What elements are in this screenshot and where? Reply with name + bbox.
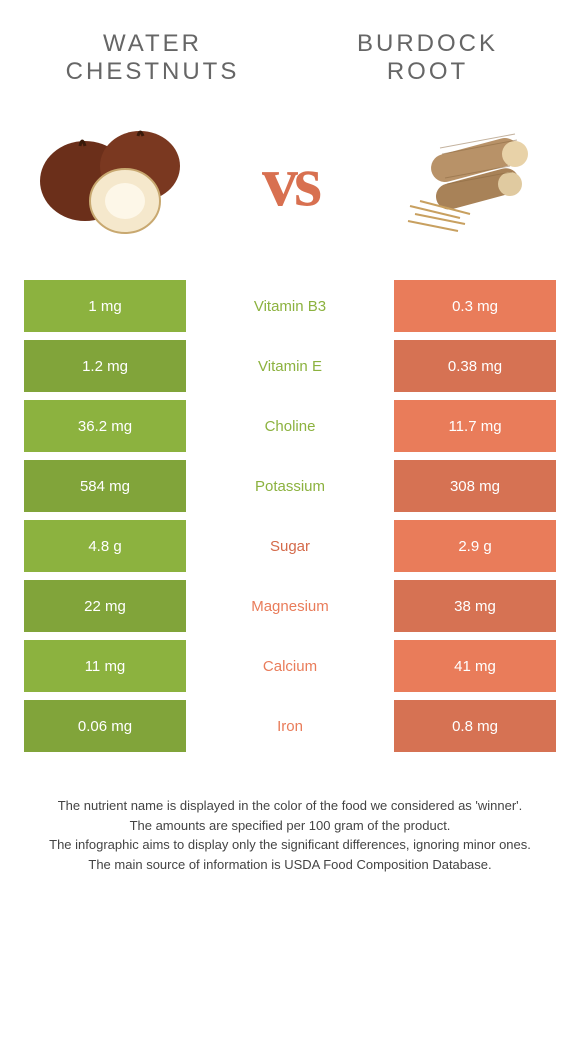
value-left: 0.06 mg	[20, 696, 190, 756]
nutrient-name: Sugar	[190, 516, 390, 576]
value-right: 0.38 mg	[390, 336, 560, 396]
header: WATER CHESTNUTS BURDOCK ROOT	[0, 0, 580, 96]
table-row: 0.06 mgIron0.8 mg	[20, 696, 560, 756]
footer-line: The infographic aims to display only the…	[30, 835, 550, 855]
value-left: 1.2 mg	[20, 336, 190, 396]
value-right: 308 mg	[390, 456, 560, 516]
title-left: WATER CHESTNUTS	[40, 30, 265, 86]
value-right: 41 mg	[390, 636, 560, 696]
nutrient-name: Choline	[190, 396, 390, 456]
nutrient-name: Iron	[190, 696, 390, 756]
value-right: 38 mg	[390, 576, 560, 636]
value-right: 11.7 mg	[390, 396, 560, 456]
footer-line: The main source of information is USDA F…	[30, 855, 550, 875]
value-left: 11 mg	[20, 636, 190, 696]
nutrient-name: Magnesium	[190, 576, 390, 636]
value-left: 584 mg	[20, 456, 190, 516]
table-row: 36.2 mgCholine11.7 mg	[20, 396, 560, 456]
value-left: 36.2 mg	[20, 396, 190, 456]
value-left: 4.8 g	[20, 516, 190, 576]
nutrient-name: Vitamin E	[190, 336, 390, 396]
value-left: 1 mg	[20, 276, 190, 336]
table-row: 11 mgCalcium41 mg	[20, 636, 560, 696]
nutrient-name: Vitamin B3	[190, 276, 390, 336]
value-right: 0.3 mg	[390, 276, 560, 336]
vs-label: vs	[262, 140, 318, 223]
value-left: 22 mg	[20, 576, 190, 636]
nutrient-name: Calcium	[190, 636, 390, 696]
footer-notes: The nutrient name is displayed in the co…	[0, 756, 580, 874]
burdock-root-image	[380, 106, 550, 246]
table-row: 1 mgVitamin B30.3 mg	[20, 276, 560, 336]
table-row: 584 mgPotassium308 mg	[20, 456, 560, 516]
nutrient-name: Potassium	[190, 456, 390, 516]
table-row: 1.2 mgVitamin E0.38 mg	[20, 336, 560, 396]
value-right: 2.9 g	[390, 516, 560, 576]
footer-line: The amounts are specified per 100 gram o…	[30, 816, 550, 836]
value-right: 0.8 mg	[390, 696, 560, 756]
title-right: BURDOCK ROOT	[315, 30, 540, 86]
table-row: 22 mgMagnesium38 mg	[20, 576, 560, 636]
table-row: 4.8 gSugar2.9 g	[20, 516, 560, 576]
comparison-table: 1 mgVitamin B30.3 mg1.2 mgVitamin E0.38 …	[20, 276, 560, 756]
footer-line: The nutrient name is displayed in the co…	[30, 796, 550, 816]
water-chestnut-image	[30, 106, 200, 246]
images-row: vs	[0, 96, 580, 276]
